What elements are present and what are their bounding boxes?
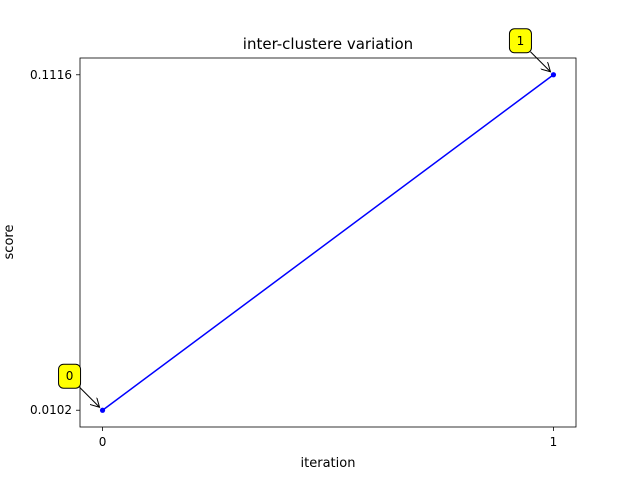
annotation-layer: 01	[58, 28, 551, 407]
data-point	[99, 407, 106, 413]
y-axis-ticks: 0.0102 0.1116	[30, 68, 80, 417]
x-axis-label: iteration	[301, 456, 356, 471]
x-tick-label: 0	[99, 435, 107, 449]
annotation-label: 0	[66, 369, 74, 383]
annotation-box	[58, 363, 82, 389]
x-tick-label: 1	[550, 435, 558, 449]
series-layer	[99, 72, 557, 413]
series-line	[102, 74, 554, 411]
y-tick-label: 0.1116	[30, 68, 72, 82]
annotation-arrow	[79, 386, 100, 407]
y-tick-label: 0.0102	[30, 403, 72, 417]
chart-title: inter-clustere variation	[243, 35, 413, 53]
axes-frame	[79, 57, 577, 428]
data-point	[550, 72, 557, 78]
annotation-label: 1	[517, 34, 525, 48]
annotation-box	[508, 28, 532, 54]
annotation-arrow	[530, 51, 550, 72]
y-axis-label: score	[2, 225, 17, 260]
